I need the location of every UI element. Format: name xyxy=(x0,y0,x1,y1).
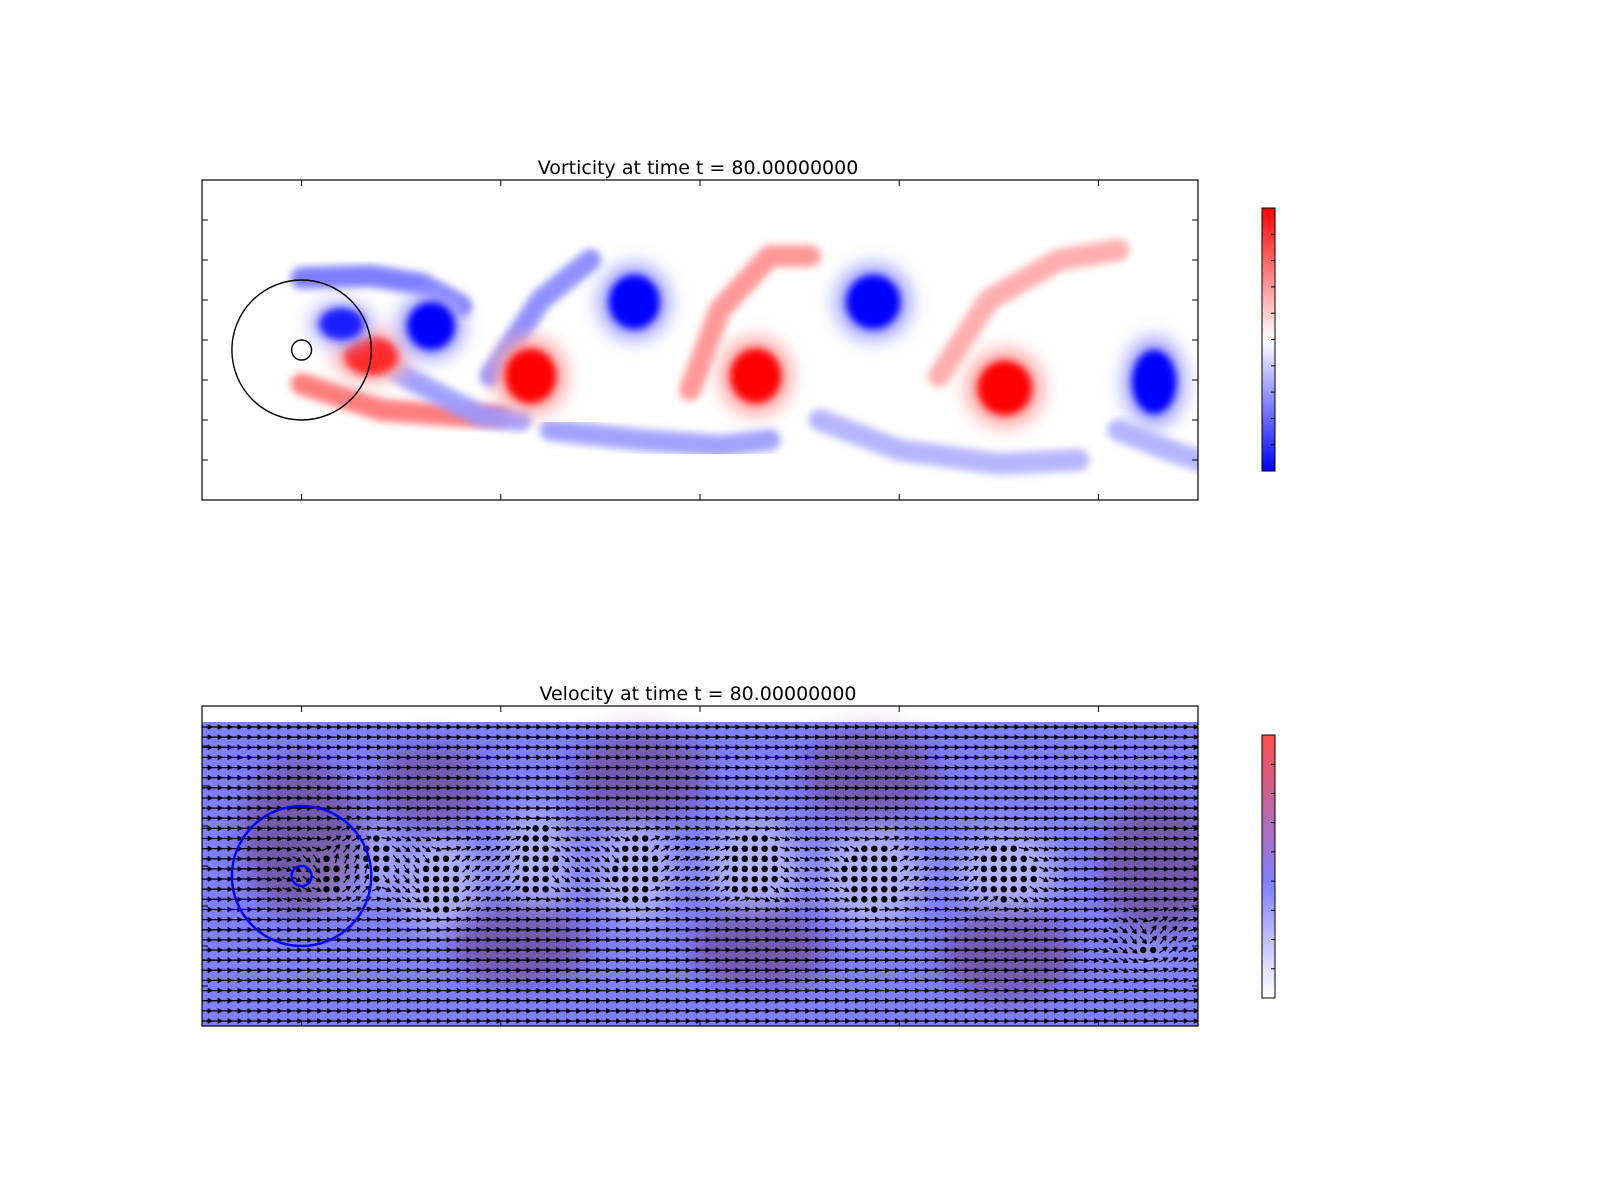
velocity-panel: Velocity at time t = 80.00000000 xyxy=(201,683,1276,1027)
vorticity-shear-layer xyxy=(679,245,821,401)
vortex-core xyxy=(407,302,455,350)
velocity-arrow-glyphs xyxy=(202,724,1198,1024)
vortex-core xyxy=(730,348,782,404)
velocity-annotation-circle xyxy=(230,804,373,948)
vorticity-annotation-circle xyxy=(290,339,313,361)
vorticity-shear-layer xyxy=(539,419,781,457)
vorticity-annotation-circle xyxy=(231,279,373,421)
velocity-colorbar-bar xyxy=(1261,734,1276,999)
velocity-arrows xyxy=(202,724,1198,1024)
vorticity-shear-layer xyxy=(808,409,1090,475)
velocity-fast-region xyxy=(241,756,362,916)
velocity-annotation-circle xyxy=(290,864,313,888)
vorticity-field xyxy=(202,180,1198,500)
vortex-core xyxy=(977,360,1032,416)
velocity-fast-region xyxy=(799,732,940,820)
vorticity-colorbar xyxy=(1261,207,1276,472)
vortex-core xyxy=(505,348,557,404)
velocity-fast-region xyxy=(570,732,710,820)
velocity-colorbar xyxy=(1261,734,1276,999)
vortex-core xyxy=(846,274,901,330)
vortex-core xyxy=(608,274,660,330)
vorticity-plot-area xyxy=(202,180,1198,500)
velocity-fast-region xyxy=(371,746,491,826)
vorticity-panel: Vorticity at time t = 80.00000000 xyxy=(201,157,1276,501)
velocity-field xyxy=(202,706,1198,1026)
velocity-plot-area xyxy=(202,706,1198,1026)
velocity-axes xyxy=(201,705,1199,1027)
vortex-core xyxy=(319,308,364,340)
velocity-fast-region xyxy=(450,906,591,986)
vorticity-title: Vorticity at time t = 80.00000000 xyxy=(538,157,859,179)
velocity-slow-region xyxy=(1135,933,1161,963)
velocity-title: Velocity at time t = 80.00000000 xyxy=(539,683,856,705)
velocity-fast-region xyxy=(939,912,1079,1000)
velocity-slow-region xyxy=(958,830,1055,914)
vorticity-shear-layer xyxy=(928,239,1130,387)
velocity-fast-region xyxy=(1098,796,1198,936)
vorticity-shear-layer xyxy=(1107,419,1198,471)
vorticity-axes xyxy=(201,179,1199,501)
vortex-core xyxy=(1131,350,1177,414)
